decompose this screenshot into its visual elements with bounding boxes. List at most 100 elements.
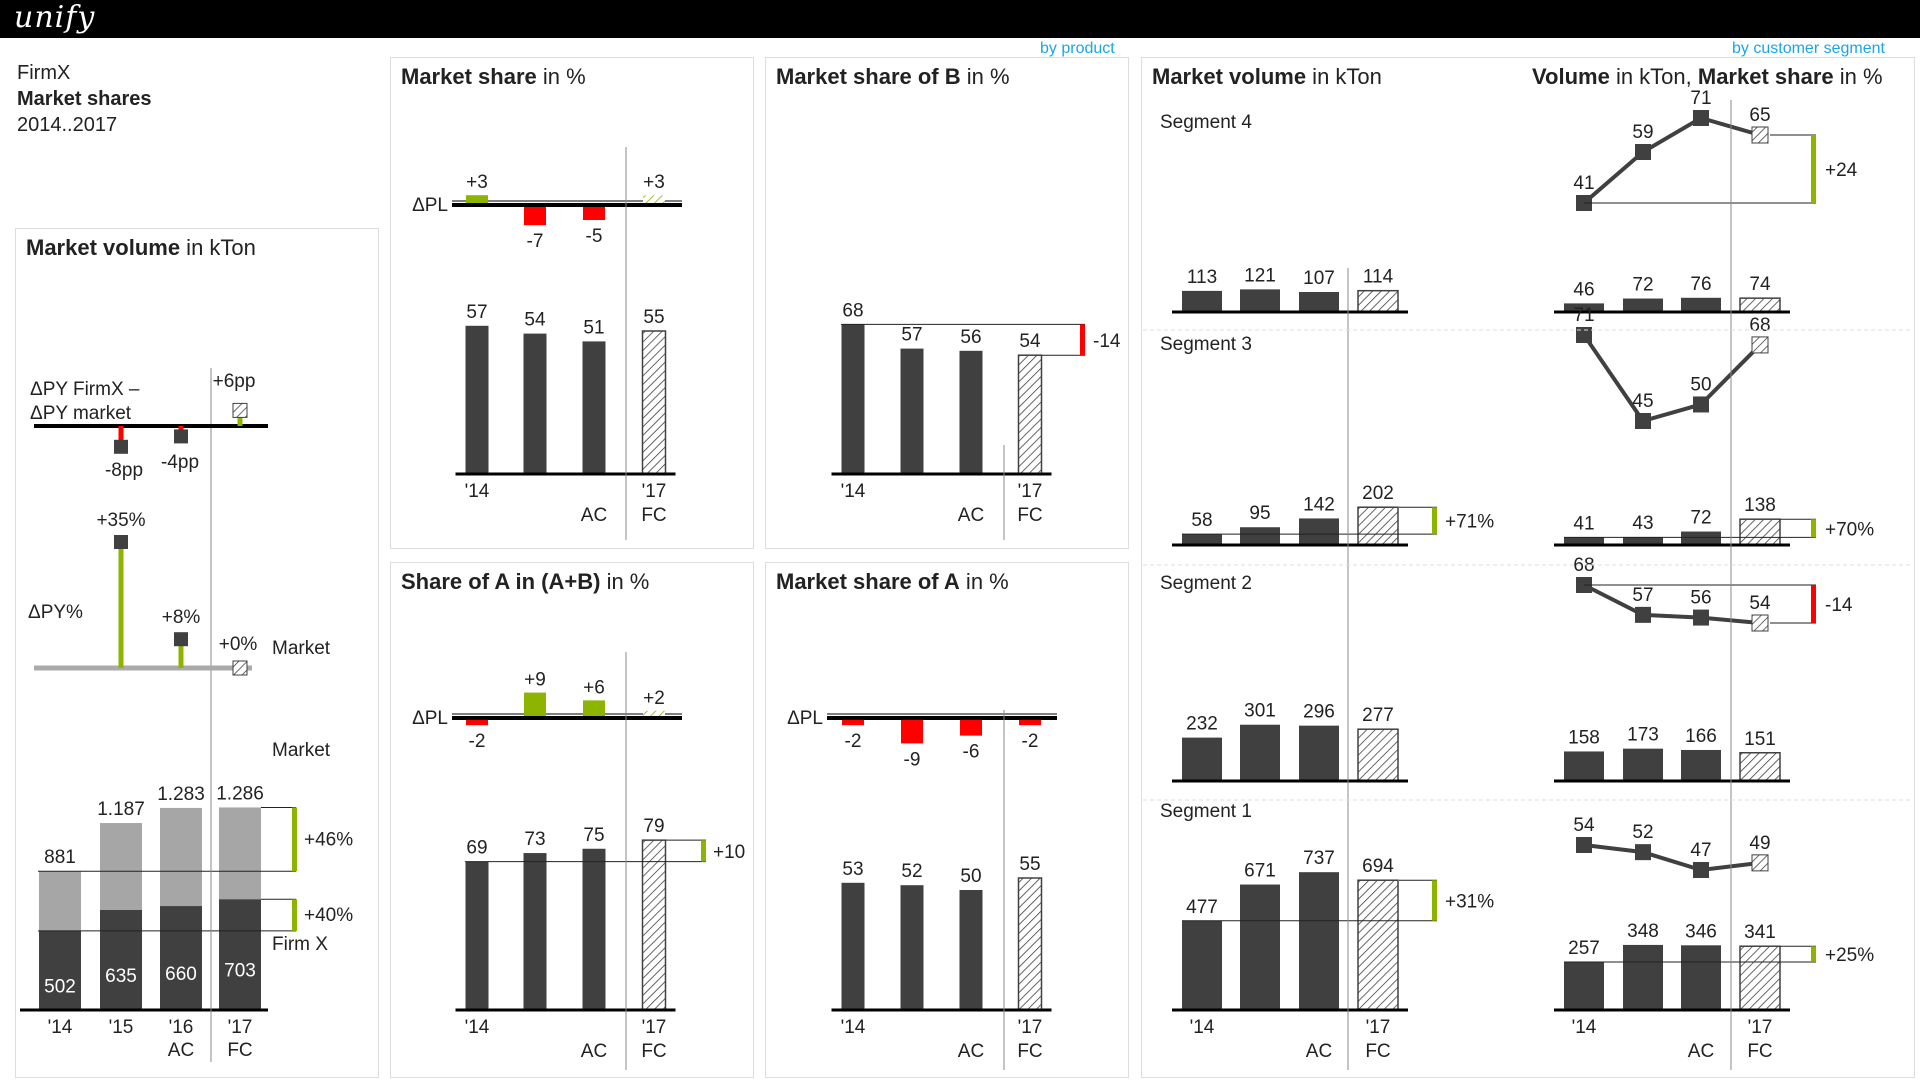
segment-share-marker — [1635, 144, 1651, 160]
market-series-label: Market — [272, 740, 331, 761]
market-share-a-title: Market share of A — [776, 569, 960, 594]
share-a-bar — [641, 839, 667, 1011]
segment-volume-bar — [1299, 518, 1339, 545]
market-share-b-bar — [959, 350, 983, 474]
segment-share-label: 54 — [1749, 593, 1771, 614]
segment-volume-bar — [1182, 737, 1222, 781]
segment-volume-tick-label: '17 — [1366, 1017, 1391, 1038]
share-a-delta-name: ΔPL — [412, 708, 448, 729]
market-share-b-scenario-fc: FC — [1017, 505, 1042, 526]
segment-volume-bar — [1299, 872, 1339, 1010]
segment-share-volume-value-label: 74 — [1749, 274, 1771, 295]
market-share-b-unit: in % — [960, 64, 1010, 89]
segment-volume-scenario-ac: AC — [1306, 1041, 1332, 1062]
share-title: Market share — [1697, 64, 1834, 89]
dpy-market-pin — [118, 542, 124, 668]
volume-unit: in kTon, — [1609, 64, 1698, 89]
segment-share-marker — [1576, 327, 1592, 343]
scenario-fc-label: FC — [227, 1040, 252, 1061]
market-share-a-value-label: 52 — [901, 861, 922, 882]
report-header: FirmX Market shares 2014..2017 — [17, 60, 152, 138]
segment-share-label: 57 — [1632, 585, 1653, 606]
market-share-panel: Market share in % — [390, 57, 754, 549]
segment-volume-value-label: 95 — [1249, 503, 1270, 524]
market-remainder-bar — [100, 823, 142, 910]
dpy-diff-pin — [237, 410, 243, 426]
market-share-b-bar — [900, 348, 924, 474]
segment-share-label: 47 — [1690, 840, 1711, 861]
firmx-value-label: 703 — [224, 961, 256, 982]
market-share-a-delta-label: -6 — [963, 742, 980, 763]
segment-volume-unit: in kTon — [1306, 64, 1382, 89]
market-share-a-bar — [841, 882, 865, 1010]
market-share-a-delta-label: -9 — [904, 749, 921, 770]
segment-share-label: 45 — [1632, 391, 1653, 412]
segment-share-volume-tick-label: '17 — [1748, 1017, 1773, 1038]
market-share-b-value-label: 57 — [901, 325, 922, 346]
market-share-bar — [523, 333, 547, 474]
market-share-delta-bar — [643, 195, 665, 203]
segment-diff-bar — [1432, 507, 1437, 535]
market-remainder-bar — [160, 807, 202, 907]
dpy-market-value: +0% — [219, 634, 258, 655]
report-title: Market shares — [17, 88, 152, 110]
segment-share-label: 65 — [1749, 105, 1770, 126]
segment-share-marker — [1635, 413, 1651, 429]
market-share-bar — [582, 341, 606, 474]
segment-share-label: 50 — [1690, 374, 1711, 395]
dpy-market-value: +8% — [162, 607, 201, 628]
segment-share-volume-bar — [1681, 945, 1721, 1010]
market-share-b-value-label: 68 — [842, 300, 863, 321]
market-delta-bar — [292, 807, 297, 872]
dpy-diff-label: ΔPY FirmX – — [30, 379, 140, 400]
segment-share-volume-bar — [1564, 961, 1604, 1010]
segment-volume-value-label: 477 — [1186, 897, 1218, 918]
segment-share-volume-bar — [1739, 945, 1781, 1011]
segment-share-volume-tick-label: '14 — [1572, 1017, 1597, 1038]
segment-share-label: 59 — [1632, 122, 1653, 143]
segment-volume-value-label: 107 — [1303, 268, 1335, 289]
by-product-link[interactable]: by product — [1040, 40, 1115, 57]
segment-volume-bar — [1240, 724, 1280, 781]
market-share-a-bar — [1017, 877, 1043, 1011]
segment-volume-value-label: 232 — [1186, 714, 1218, 735]
firmx-value-label: 660 — [165, 964, 197, 985]
share-a-delta-bar — [524, 692, 546, 716]
market-share-a-delta-bar — [901, 720, 923, 744]
market-share-a-bar — [900, 885, 924, 1010]
segment-share-marker — [1751, 854, 1769, 872]
dpy-label: ΔPY% — [28, 602, 83, 623]
market-share-delta-bar — [466, 195, 488, 203]
share-a-bar — [582, 848, 606, 1010]
year-tick-label: '15 — [109, 1017, 134, 1038]
share-a-delta-label: +9 — [524, 670, 546, 691]
segment-share-volume-bar — [1681, 531, 1721, 545]
top-bar: unify — [0, 0, 1920, 38]
segment-share-volume-bar — [1681, 297, 1721, 312]
segment-share-marker — [1693, 396, 1709, 413]
market-share-b-scenario-ac: AC — [958, 505, 984, 526]
share-a-panel: Share of A in (A+B) in % — [390, 562, 754, 1078]
share-diff-bar — [1811, 585, 1816, 623]
segment-share-marker — [1751, 126, 1769, 144]
market-share-tick-label: '14 — [465, 481, 490, 502]
share-a-delta-label: +2 — [643, 688, 665, 709]
segment-volume-bar — [1357, 728, 1399, 782]
year-tick-label: '17 — [228, 1017, 253, 1038]
by-customer-segment-link[interactable]: by customer segment — [1732, 40, 1885, 57]
market-share-b-diff-bar — [1080, 324, 1085, 356]
segment-volume-scenario-fc: FC — [1365, 1041, 1390, 1062]
segment-share-volume-value-label: 43 — [1632, 513, 1653, 534]
dpy-market-value: +35% — [96, 510, 145, 531]
segment-diff-label: +31% — [1445, 892, 1494, 913]
dpy-diff-marker — [174, 429, 188, 444]
segment-volume-value-label: 113 — [1187, 267, 1217, 288]
market-share-a-tick-label: '14 — [841, 1017, 866, 1038]
market-share-a-delta-label: -2 — [1022, 731, 1039, 752]
segment-volume-title: Market volume — [1152, 64, 1307, 89]
market-total-label: 1.286 — [216, 783, 264, 804]
dpy-market-pin — [178, 639, 184, 668]
market-share-a-value-label: 53 — [842, 859, 863, 880]
market-share-tick-label: '17 — [642, 481, 667, 502]
volume-title: Volume — [1532, 64, 1610, 89]
